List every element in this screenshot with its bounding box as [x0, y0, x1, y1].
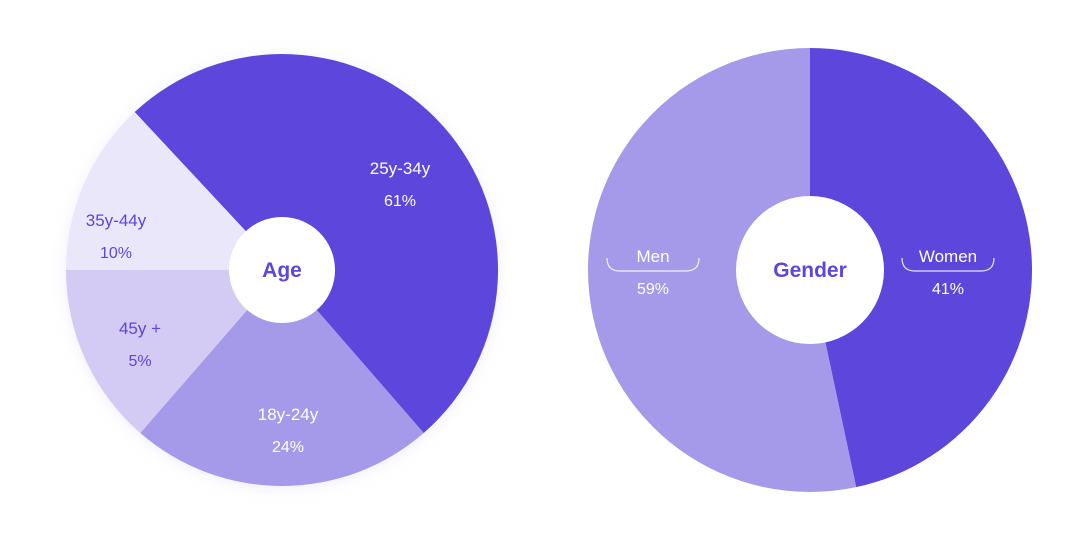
- age-slice-label-35y-44y: 35y-44y: [86, 211, 147, 230]
- gender-slice-label-men: Men: [636, 247, 669, 266]
- gender-slice-men: [588, 48, 857, 492]
- age-slice-35y-44y: [66, 112, 282, 270]
- gender-pie-labels: Women 41% Men 59%: [606, 247, 995, 298]
- age-slice-label-45y: 45y +: [119, 319, 161, 338]
- gender-slice-women: [810, 48, 1033, 488]
- gender-slice-label-underline: [606, 257, 700, 272]
- age-slice-value-45y: 5%: [128, 353, 151, 370]
- gender-slice-value-women: 41%: [932, 281, 964, 298]
- gender-slice-label-underline: [901, 257, 995, 272]
- age-slice-value-18y-24y: 24%: [272, 439, 304, 456]
- gender-pie-chart: Women 41% Men 59% Gender: [588, 48, 1033, 492]
- gender-pie-slices: [588, 48, 1033, 492]
- age-slice-45y: [66, 270, 282, 434]
- age-slice-label-25y-34y: 25y-34y: [370, 159, 431, 178]
- gender-pie-center-hole: [736, 196, 884, 344]
- gender-chart-title: Gender: [773, 259, 847, 282]
- age-pie-center-hole: [229, 217, 335, 323]
- age-pie-chart: 25y-34y 61% 18y-24y 24% 45y + 5% 35y-44y 10% Ag…: [66, 54, 499, 487]
- age-slice-label-18y-24y: 18y-24y: [258, 405, 319, 424]
- gender-slice-value-men: 59%: [637, 281, 669, 298]
- age-pie-labels: 25y-34y 61% 18y-24y 24% 45y + 5% 35y-44y 10%: [86, 159, 431, 456]
- age-slice-value-25y-34y: 61%: [384, 193, 416, 210]
- age-slice-18y-24y: [140, 270, 424, 487]
- gender-slice-label-women: Women: [919, 247, 977, 266]
- age-slice-value-35y-44y: 10%: [100, 245, 132, 262]
- age-chart-title: Age: [262, 259, 302, 282]
